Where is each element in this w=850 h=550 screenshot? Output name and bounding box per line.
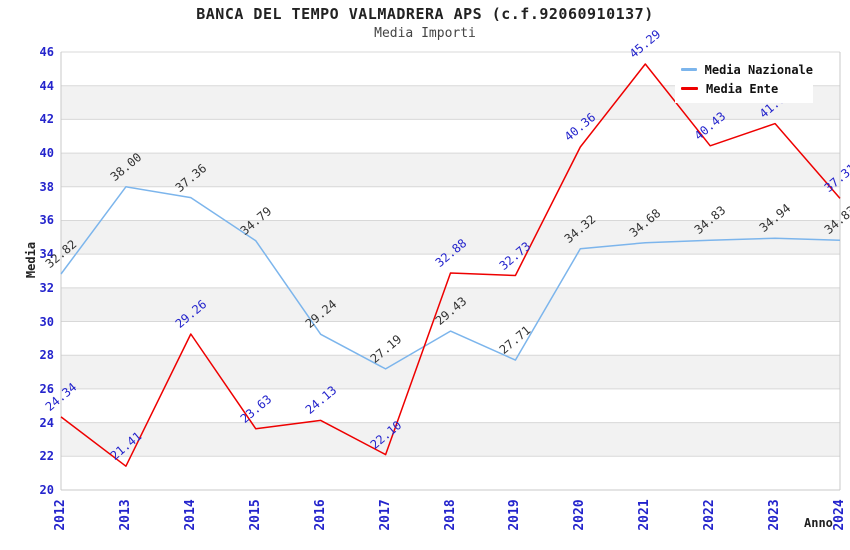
media-nazionale-line-swatch-icon [681,68,697,71]
legend-item-media-nazionale[interactable]: Media Nazionale [675,60,813,79]
x-axis-title: Anno [804,516,833,530]
legend-label: Media Nazionale [704,62,813,77]
series-line-media-ente[interactable] [60,63,841,467]
chart-title: BANCA DEL TEMPO VALMADRERA APS (c.f.9206… [196,5,654,23]
legend-label: Media Ente [706,81,779,96]
legend-item-media-ente[interactable]: Media Ente [675,79,813,98]
y-axis-title: Media [24,241,38,279]
plot-band [61,355,840,389]
series-line-media-nazionale[interactable] [60,186,841,370]
chart-subtitle: Media Importi [374,26,476,41]
media-ente-line-swatch-icon [681,87,698,90]
plot-band [61,153,840,187]
plot-band [61,287,840,322]
legend: Media Nazionale Media Ente [675,55,813,103]
plot-band [61,422,840,457]
plot-band [61,220,840,255]
